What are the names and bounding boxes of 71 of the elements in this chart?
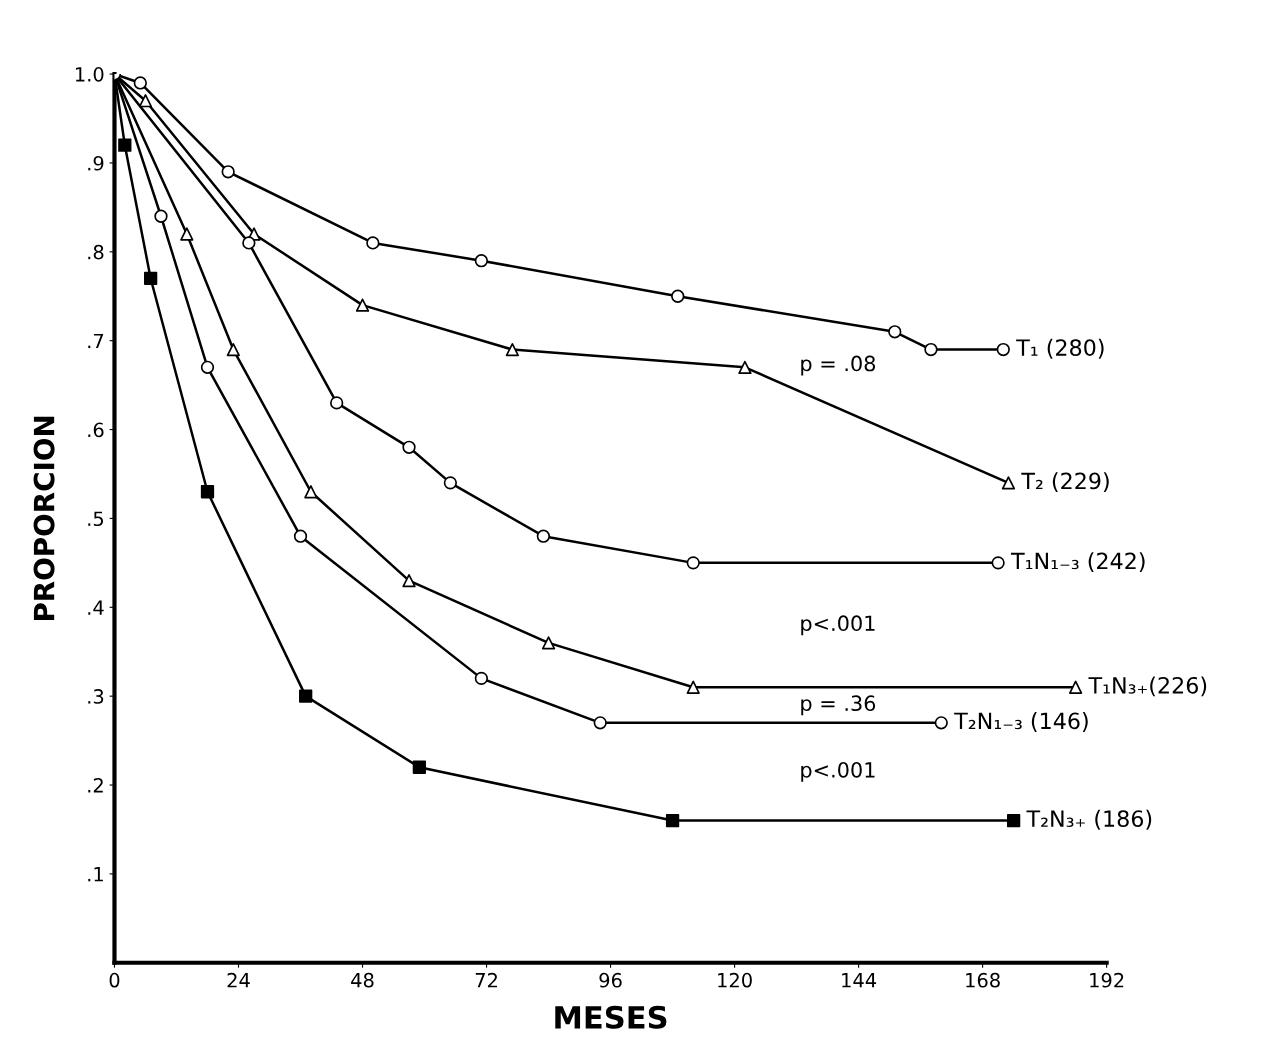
x-tick-label: 24 bbox=[227, 972, 250, 988]
point bbox=[226, 342, 240, 357]
annotation: p<.001 bbox=[801, 615, 875, 636]
x-axis-title: MESES bbox=[555, 1005, 667, 1029]
point bbox=[888, 325, 902, 339]
point bbox=[1006, 813, 1021, 828]
point bbox=[686, 680, 700, 694]
series-label: T₂N₃₊ (186) bbox=[1026, 809, 1152, 830]
point bbox=[330, 396, 344, 410]
y-tick-label: .7 bbox=[88, 333, 104, 349]
x-tick-label: 144 bbox=[842, 973, 877, 988]
point bbox=[118, 138, 132, 152]
point bbox=[474, 254, 489, 268]
point bbox=[443, 476, 458, 490]
point bbox=[299, 689, 313, 703]
point bbox=[180, 227, 194, 241]
point bbox=[505, 342, 520, 357]
x-tick-label: 192 bbox=[1090, 972, 1124, 988]
point bbox=[934, 716, 948, 730]
y-axis-title: PROPORCION bbox=[33, 416, 55, 621]
series-label: T₂N₁₋₃ (146) bbox=[954, 712, 1088, 732]
point bbox=[221, 165, 235, 179]
y-tick-label: .5 bbox=[88, 511, 104, 527]
y-tick-label: .4 bbox=[88, 600, 104, 615]
point bbox=[593, 716, 607, 730]
series-label: T₁ (280) bbox=[1016, 338, 1104, 359]
point bbox=[154, 209, 168, 223]
series-label: T₁N₁₋₃ (242) bbox=[1010, 552, 1145, 572]
point bbox=[144, 271, 158, 286]
point bbox=[355, 298, 370, 312]
point bbox=[402, 440, 416, 454]
point bbox=[996, 342, 1010, 357]
point bbox=[1001, 476, 1016, 490]
point bbox=[138, 94, 153, 108]
point bbox=[304, 485, 318, 499]
point bbox=[738, 360, 752, 374]
point bbox=[402, 573, 416, 588]
point bbox=[242, 236, 256, 250]
y-tick-label: 1.0 bbox=[75, 67, 104, 82]
point bbox=[1068, 680, 1083, 694]
point bbox=[293, 529, 308, 543]
y-tick-label: .1 bbox=[88, 867, 103, 882]
point bbox=[200, 360, 215, 374]
y-tick-label: .8 bbox=[88, 244, 104, 260]
point bbox=[665, 813, 680, 828]
point bbox=[133, 76, 147, 90]
x-tick-label: 72 bbox=[475, 972, 497, 988]
y-tick-label: .3 bbox=[88, 689, 104, 704]
annotation: p<.001 bbox=[801, 761, 875, 782]
point bbox=[991, 556, 1005, 570]
point bbox=[474, 671, 489, 686]
point bbox=[924, 342, 938, 357]
y-tick-label: .2 bbox=[88, 777, 103, 793]
x-tick-label: 120 bbox=[718, 972, 752, 988]
point bbox=[536, 529, 551, 543]
series-label: T₁N₃₊(226) bbox=[1088, 676, 1207, 697]
point bbox=[671, 289, 685, 303]
point bbox=[686, 556, 700, 570]
x-tick-label: 168 bbox=[966, 972, 1000, 988]
x-tick-label: 48 bbox=[351, 972, 374, 988]
point bbox=[541, 636, 556, 650]
y-tick-label: .6 bbox=[88, 422, 104, 438]
series-label: T₂ (229) bbox=[1021, 472, 1109, 492]
annotation: p = .08 bbox=[801, 355, 876, 376]
y-tick-label: .9 bbox=[88, 155, 104, 171]
point bbox=[200, 485, 215, 499]
annotation: p = .36 bbox=[801, 695, 876, 716]
point bbox=[412, 760, 427, 774]
x-tick-label: 96 bbox=[599, 972, 622, 988]
point bbox=[366, 236, 380, 250]
x-tick-label: 0 bbox=[109, 972, 120, 988]
